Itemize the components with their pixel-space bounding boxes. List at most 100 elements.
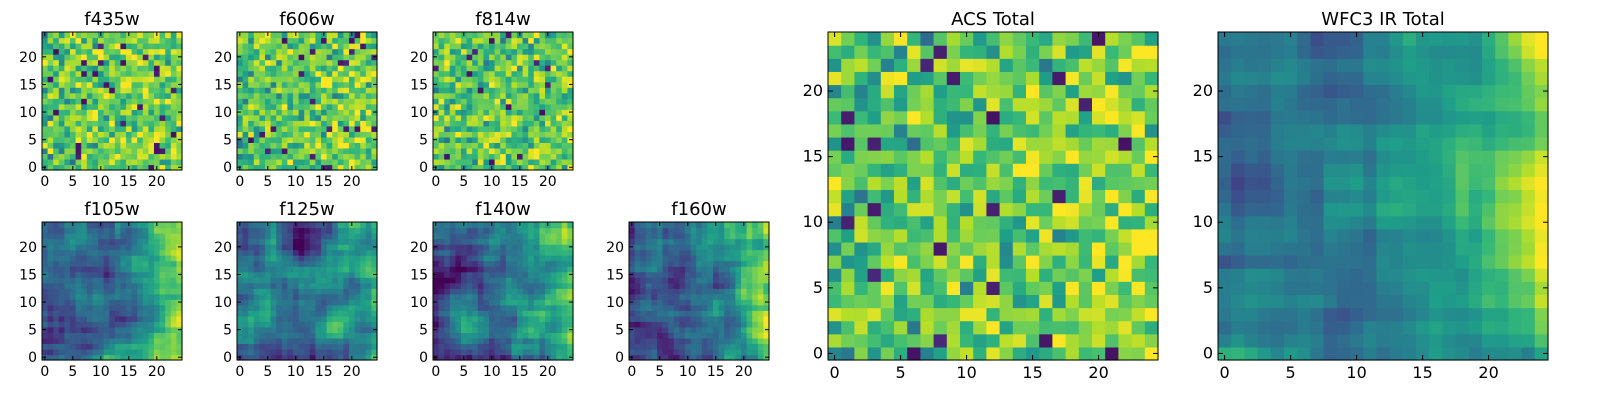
heatmap-cell [444, 315, 451, 322]
heatmap-cell [444, 120, 451, 127]
heatmap-cell [500, 158, 507, 166]
x-tick-label: 20 [148, 174, 166, 190]
heatmap-cell [752, 293, 759, 300]
heatmap-cell [511, 136, 518, 143]
heatmap-cell [276, 293, 283, 300]
heatmap-cell [567, 348, 574, 356]
heatmap-cell [137, 59, 144, 66]
heatmap-cell [511, 244, 518, 251]
heatmap-cell [142, 282, 149, 289]
heatmap-cell [176, 332, 183, 339]
heatmap-cell [1131, 176, 1146, 191]
heatmap-cell [81, 98, 88, 105]
heatmap-cell [477, 321, 484, 328]
heatmap-cell [109, 332, 116, 339]
heatmap-cell [472, 142, 479, 149]
heatmap-cell [142, 222, 149, 229]
heatmap-cell [528, 81, 535, 88]
heatmap-cell [365, 249, 372, 256]
heatmap-cell [933, 294, 948, 309]
heatmap-cell [159, 304, 166, 311]
heatmap-cell [176, 321, 183, 328]
heatmap-cell [248, 65, 255, 72]
heatmap-cell [746, 310, 753, 317]
heatmap-cell [455, 304, 462, 311]
heatmap-cell [1092, 320, 1106, 335]
heatmap-cell [466, 260, 473, 267]
heatmap-cell [828, 307, 842, 322]
heatmap-cell [629, 304, 636, 311]
heatmap-cell [455, 244, 462, 251]
heatmap-cell [828, 215, 842, 230]
heatmap-cell [466, 321, 473, 328]
heatmap-cell [242, 92, 249, 99]
heatmap-cell [304, 354, 311, 361]
heatmap-cell [550, 282, 557, 289]
heatmap-cell [634, 293, 641, 300]
heatmap-cell [668, 332, 675, 339]
heatmap-cell [1131, 241, 1146, 256]
heatmap-cell [176, 98, 183, 105]
heatmap-cell [58, 238, 65, 245]
heatmap-cell [500, 125, 507, 132]
y-tick-label: 5 [223, 133, 232, 149]
heatmap-cell [248, 136, 255, 143]
heatmap-cell [1105, 228, 1119, 243]
heatmap-cell [131, 120, 138, 127]
heatmap-cell [103, 354, 110, 361]
heatmap-cell [304, 70, 311, 77]
y-tick-label: 10 [19, 105, 37, 121]
heatmap-cell [53, 288, 60, 295]
heatmap-cell [92, 288, 99, 295]
heatmap-cell [466, 222, 473, 229]
heatmap-cell [539, 255, 546, 262]
heatmap-cell [567, 238, 574, 245]
heatmap-cell [343, 282, 350, 289]
heatmap-cell [494, 59, 501, 66]
heatmap-cell [668, 293, 675, 300]
heatmap-cell [657, 348, 664, 356]
heatmap-cell [741, 310, 748, 317]
heatmap-cell [276, 48, 283, 55]
heatmap-cell [86, 227, 93, 234]
heatmap-cell [533, 299, 540, 306]
heatmap-cell [42, 70, 49, 77]
heatmap-cell [561, 249, 568, 256]
heatmap-cell [237, 310, 244, 317]
heatmap-cell [466, 37, 473, 44]
heatmap-cell [629, 293, 636, 300]
heatmap-cell [645, 315, 652, 322]
y-tick-label: 0 [419, 160, 428, 176]
heatmap-cell [668, 271, 675, 278]
heatmap-cell [81, 131, 88, 138]
heatmap-cell [539, 164, 546, 171]
heatmap-cell [880, 189, 895, 204]
heatmap-cell [81, 348, 88, 356]
heatmap-cell [304, 343, 311, 350]
heatmap-cell [58, 332, 65, 339]
heatmap-cell [449, 92, 456, 99]
heatmap-cell [707, 304, 714, 311]
heatmap-cell [248, 255, 255, 262]
heatmap-cell [1105, 281, 1119, 295]
heatmap-cell [265, 260, 272, 267]
heatmap-cell [505, 260, 512, 267]
heatmap-cell [645, 304, 652, 311]
heatmap-cell [154, 158, 161, 166]
heatmap-cell [505, 310, 512, 317]
heatmap-cell [735, 304, 742, 311]
heatmap-cell [270, 238, 277, 245]
heatmap-cell [287, 87, 294, 94]
heatmap-cell [946, 320, 961, 335]
heatmap-cell [276, 343, 283, 350]
heatmap-cell [444, 37, 451, 44]
heatmap-cell [365, 54, 372, 61]
heatmap-cell [86, 288, 93, 295]
heatmap-cell [673, 343, 680, 350]
heatmap-cell [438, 244, 445, 251]
heatmap-cell [640, 299, 647, 306]
heatmap-cell [438, 260, 445, 267]
heatmap-cell [165, 326, 172, 333]
heatmap-cell [696, 315, 703, 322]
